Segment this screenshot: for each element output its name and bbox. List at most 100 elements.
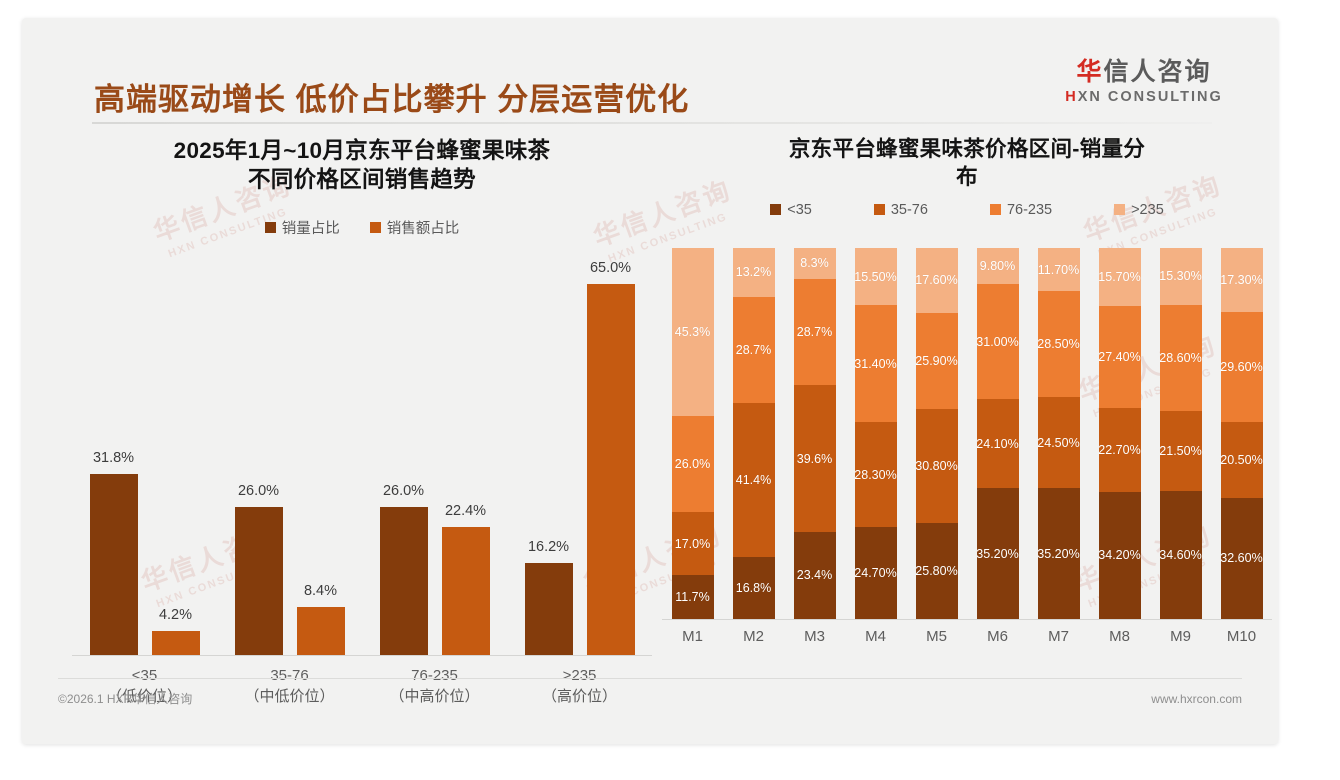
stack-segment[interactable]: 16.8% [732, 556, 775, 619]
legend-item-76-235[interactable]: 76-235 [989, 202, 1052, 218]
stack-segment[interactable]: 17.0% [671, 512, 714, 576]
stacked-bar[interactable]: 11.70% 28.50% 24.50% 35.20% [1037, 247, 1080, 619]
stacked-bar[interactable]: 17.60% 25.90% 30.80% 25.80% [915, 247, 958, 619]
stack-segment[interactable]: 31.40% [854, 305, 897, 423]
bar-value-label: 26.0% [237, 482, 280, 499]
x-label-m8: M8 [1109, 627, 1130, 645]
legend-swatch-icon [770, 204, 782, 216]
stack-segment[interactable]: 29.60% [1220, 312, 1263, 422]
stack-segment[interactable]: 28.50% [1037, 291, 1080, 398]
stack-segment[interactable]: 30.80% [915, 409, 958, 524]
stack-segment[interactable]: 24.70% [854, 527, 897, 619]
right-chart-stacks: 45.3% 26.0% 17.0% 11.7% 13.2% 28.7% 41.4% 16.8%… [662, 247, 1272, 619]
stack-segment[interactable]: 28.7% [793, 278, 836, 386]
stack-segment[interactable]: 34.20% [1098, 492, 1141, 619]
stack-segment[interactable]: 34.60% [1159, 490, 1202, 619]
stack-segment-label: 11.70% [1037, 262, 1080, 277]
header-divider [92, 122, 1212, 124]
bar-volume[interactable]: 26.0% [379, 483, 428, 655]
stack-segment[interactable]: 28.7% [732, 296, 775, 404]
stack-segment-label: 9.80% [979, 259, 1016, 274]
stack-segment-label: 22.70% [1098, 442, 1141, 457]
legend-item-sales-amount[interactable]: 销售额占比 [369, 217, 459, 238]
stacked-bar[interactable]: 15.50% 31.40% 28.30% 24.70% [854, 247, 897, 619]
stacked-bar[interactable]: 13.2% 28.7% 41.4% 16.8% [732, 247, 775, 619]
stack-segment[interactable]: 20.50% [1220, 421, 1263, 498]
stacked-bar[interactable]: 15.30% 28.60% 21.50% 34.60% [1159, 247, 1202, 619]
stack-segment[interactable]: 17.60% [915, 247, 958, 314]
stack-segment-label: 30.80% [915, 459, 958, 474]
stack-segment[interactable]: 15.70% [1098, 247, 1141, 307]
stacked-bar[interactable]: 8.3% 28.7% 39.6% 23.4% [793, 247, 836, 619]
bar-amount[interactable]: 22.4% [441, 503, 490, 655]
stack-segment-label: 27.40% [1098, 349, 1141, 364]
stack-segment-label: 26.0% [674, 457, 711, 472]
stack-segment[interactable]: 8.3% [793, 247, 836, 279]
stack-segment[interactable]: 17.30% [1220, 247, 1263, 313]
stack-segment[interactable]: 28.30% [854, 422, 897, 528]
stack-segment-label: 15.70% [1098, 270, 1141, 284]
stack-column: 9.80% 31.00% 24.10% 35.20% [967, 247, 1028, 619]
stack-segment-label: 45.3% [674, 324, 711, 339]
stack-segment[interactable]: 23.4% [793, 532, 836, 619]
stack-segment[interactable]: 25.90% [915, 313, 958, 410]
stack-segment[interactable]: 24.10% [976, 399, 1019, 489]
logo-en-rest: XN CONSULTING [1077, 89, 1223, 105]
legend-label: <35 [787, 201, 812, 218]
stacked-bar[interactable]: 15.70% 27.40% 22.70% 34.20% [1098, 247, 1141, 619]
stack-segment[interactable]: 45.3% [671, 247, 714, 416]
bar-volume[interactable]: 16.2% [524, 539, 573, 655]
left-chart-title-line1: 2025年1月~10月京东平台蜂蜜果味茶 [173, 138, 551, 163]
stacked-bar[interactable]: 17.30% 29.60% 20.50% 32.60% [1220, 247, 1263, 619]
stacked-bar[interactable]: 9.80% 31.00% 24.10% 35.20% [976, 247, 1019, 619]
stacked-bar[interactable]: 45.3% 26.0% 17.0% 11.7% [671, 247, 714, 619]
page-title: 高端驱动增长 低价占比攀升 分层运营优化 [94, 82, 690, 117]
stack-column: 11.70% 28.50% 24.50% 35.20% [1028, 247, 1089, 619]
stack-segment[interactable]: 11.70% [1037, 247, 1080, 292]
bar-volume[interactable]: 26.0% [234, 483, 283, 655]
stack-segment[interactable]: 22.70% [1098, 407, 1141, 492]
legend-item-35-76[interactable]: 35-76 [873, 202, 928, 218]
x-label-35-76: 35-76 （中低价位） [217, 665, 362, 709]
stack-segment[interactable]: 35.20% [976, 488, 1019, 619]
stack-segment-label: 23.4% [796, 568, 833, 583]
stack-segment[interactable]: 32.60% [1220, 497, 1263, 619]
x-label-range: 35-76 [270, 666, 309, 684]
bar-amount[interactable]: 8.4% [296, 583, 345, 655]
stack-segment[interactable]: 11.7% [671, 575, 714, 619]
bar-volume[interactable]: 31.8% [89, 450, 138, 655]
left-chart-title: 2025年1月~10月京东平台蜂蜜果味茶 不同价格区间销售趋势 [72, 136, 652, 195]
stack-segment[interactable]: 13.2% [732, 247, 775, 297]
stack-segment[interactable]: 24.50% [1037, 397, 1080, 489]
stack-segment[interactable]: 15.30% [1159, 247, 1202, 305]
stack-segment[interactable]: 27.40% [1098, 306, 1141, 408]
stack-segment[interactable]: 9.80% [976, 247, 1019, 285]
logo-chars-rest: 信人咨询 [1103, 58, 1212, 86]
stack-segment[interactable]: 21.50% [1159, 410, 1202, 491]
stack-segment[interactable]: 28.60% [1159, 304, 1202, 411]
bar-amount[interactable]: 4.2% [151, 607, 200, 655]
stack-segment[interactable]: 35.20% [1037, 488, 1080, 619]
x-label-sub: （中高价位） [389, 688, 480, 706]
stack-segment[interactable]: 41.4% [732, 403, 775, 557]
stack-segment[interactable]: 31.00% [976, 284, 1019, 400]
legend-item-sales-volume[interactable]: 销量占比 [264, 217, 340, 238]
stack-segment-label: 16.8% [735, 580, 772, 595]
slide-card: 华信人咨询 HXN CONSULTING 华信人咨询 HXN CONSULTIN… [22, 18, 1278, 744]
right-chart-legend: <35 35-76 76-235 >235 [662, 202, 1272, 218]
stack-segment[interactable]: 15.50% [854, 247, 897, 306]
legend-item-lt35[interactable]: <35 [770, 202, 812, 218]
legend-item-gt235[interactable]: >235 [1114, 202, 1164, 218]
stack-segment-label: 25.90% [915, 354, 958, 369]
x-label-m6: M6 [987, 627, 1008, 645]
stack-segment-label: 11.7% [675, 590, 710, 605]
stack-segment[interactable]: 25.80% [915, 523, 958, 619]
bar-value-label: 65.0% [589, 259, 632, 276]
stack-segment-label: 28.30% [854, 467, 897, 482]
stack-segment[interactable]: 39.6% [793, 385, 836, 533]
stack-segment[interactable]: 26.0% [671, 415, 714, 513]
stack-segment-label: 28.60% [1159, 350, 1202, 365]
stack-column: 17.30% 29.60% 20.50% 32.60% [1211, 247, 1272, 619]
footer-website[interactable]: www.hxrcon.com [1151, 691, 1242, 706]
bar-amount[interactable]: 65.0% [586, 260, 635, 655]
